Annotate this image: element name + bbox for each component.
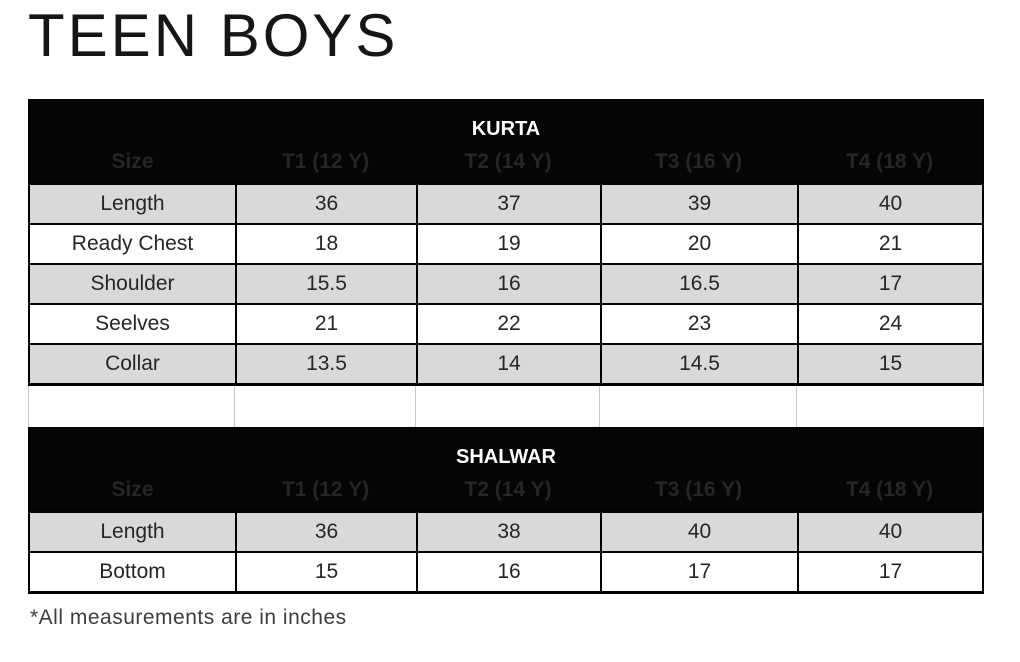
cell-value: 40 [797,513,982,551]
column-header-t1: T1 (12 Y) [281,150,370,173]
cell-value: 16 [416,553,600,591]
column-header-size: Size [111,150,154,173]
spacer-row [28,386,984,427]
cell-value: 16 [416,265,600,303]
row-label: Length [100,192,165,215]
spacer-cell [415,386,599,427]
column-header-t3: T3 (16 Y) [654,478,743,501]
cell-value: 16.5 [600,265,797,303]
cell-value: 36 [235,513,416,551]
table-row-shoulder: Shoulder 15.5 16 16.5 17 [30,263,982,303]
cell-value: 38 [416,513,600,551]
cell-value: 17 [797,265,982,303]
spacer-cell [599,386,796,427]
table-row-seelves: Seelves 21 22 23 24 [30,303,982,343]
cell-value: 37 [416,185,600,223]
shalwar-table: SHALWAR Size T1 (12 Y) T2 (14 Y) T3 (16 … [28,427,984,594]
shalwar-title-row: SHALWAR [30,429,982,469]
spacer-cell [234,386,415,427]
cell-value: 14.5 [600,345,797,383]
spacer-cell [29,386,234,427]
row-label: Bottom [99,560,166,583]
table-row-ready-chest: Ready Chest 18 19 20 21 [30,223,982,263]
kurta-header-row: Size T1 (12 Y) T2 (14 Y) T3 (16 Y) T4 (1… [30,141,982,183]
row-label: Seelves [95,312,170,335]
column-header-t1: T1 (12 Y) [281,478,370,501]
row-label: Shoulder [90,272,175,295]
kurta-table-title: KURTA [471,118,541,140]
row-label: Length [100,520,165,543]
cell-value: 14 [416,345,600,383]
cell-value: 21 [797,225,982,263]
cell-value: 15 [235,553,416,591]
cell-value: 36 [235,185,416,223]
size-chart: KURTA Size T1 (12 Y) T2 (14 Y) T3 (16 Y)… [28,99,984,594]
cell-value: 18 [235,225,416,263]
cell-value: 19 [416,225,600,263]
column-header-size: Size [111,478,154,501]
page-title: TEEN BOYS [28,2,399,69]
cell-value: 22 [416,305,600,343]
cell-value: 21 [235,305,416,343]
table-row-bottom: Bottom 15 16 17 17 [30,551,982,591]
cell-value: 20 [600,225,797,263]
shalwar-table-title: SHALWAR [456,446,556,468]
column-header-t4: T4 (18 Y) [845,150,934,173]
cell-value: 13.5 [235,345,416,383]
cell-value: 15.5 [235,265,416,303]
column-header-t2: T2 (14 Y) [464,478,552,501]
kurta-title-row: KURTA [30,101,982,141]
cell-value: 40 [600,513,797,551]
spacer-cell [796,386,981,427]
cell-value: 17 [600,553,797,591]
table-row-collar: Collar 13.5 14 14.5 15 [30,343,982,383]
cell-value: 24 [797,305,982,343]
footnote: *All measurements are in inches [30,606,347,629]
cell-value: 17 [797,553,982,591]
table-row-length: Length 36 37 39 40 [30,183,982,223]
cell-value: 40 [797,185,982,223]
column-header-t4: T4 (18 Y) [845,478,934,501]
cell-value: 15 [797,345,982,383]
row-label: Collar [105,352,160,375]
cell-value: 23 [600,305,797,343]
kurta-table: KURTA Size T1 (12 Y) T2 (14 Y) T3 (16 Y)… [28,99,984,386]
row-label: Ready Chest [71,232,194,255]
cell-value: 39 [600,185,797,223]
column-header-t2: T2 (14 Y) [464,150,552,173]
shalwar-header-row: Size T1 (12 Y) T2 (14 Y) T3 (16 Y) T4 (1… [30,469,982,511]
table-row-length: Length 36 38 40 40 [30,511,982,551]
column-header-t3: T3 (16 Y) [654,150,743,173]
